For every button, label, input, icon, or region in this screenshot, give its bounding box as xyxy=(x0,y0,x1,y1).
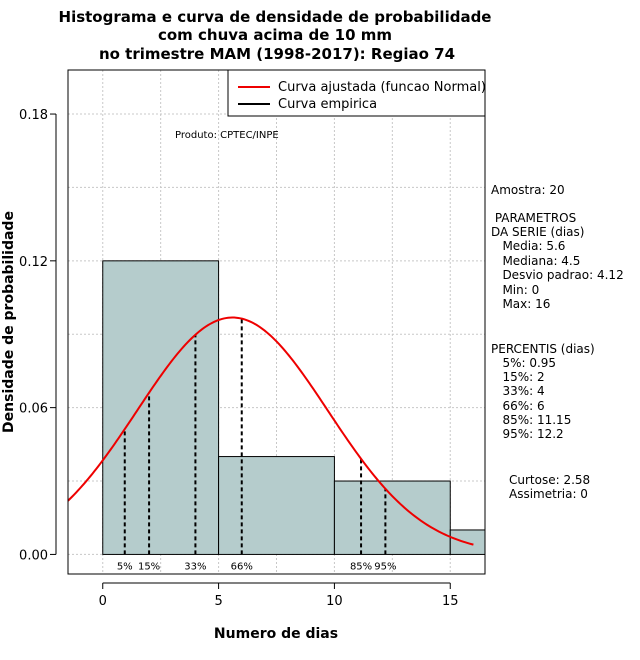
x-axis: 0 5 10 15 xyxy=(99,582,459,609)
kurtosis-text: Curtose: 2.58 xyxy=(509,473,590,487)
percentile-lines xyxy=(123,318,387,555)
percentiles-heading: PERCENTIS (dias) xyxy=(491,342,595,356)
y-tick-label: 0.12 xyxy=(19,255,48,270)
product-annotation: Produto: CPTEC/INPE xyxy=(175,130,279,141)
y-tick-label: 0.18 xyxy=(19,108,48,123)
parameters-heading: PARAMETROS xyxy=(491,211,576,225)
statistics-panel: Amostra: 20 PARAMETROS DA SERIE (dias) M… xyxy=(491,183,624,501)
sample-size-text: Amostra: 20 xyxy=(491,183,565,197)
std-dev-text: Desvio padrao: 4.12 xyxy=(491,268,624,282)
percentile-label: 15% xyxy=(138,561,160,572)
histogram-bar xyxy=(333,480,451,555)
median-text: Mediana: 4.5 xyxy=(491,254,580,268)
chart-title: Histograma e curva de densidade de proba… xyxy=(59,8,492,63)
percentile-66-text: 66%: 6 xyxy=(491,399,545,413)
percentile-label: 95% xyxy=(374,561,396,572)
skewness-text: Assimetria: 0 xyxy=(509,487,588,501)
percentile-5-text: 5%: 0.95 xyxy=(491,356,556,370)
plot-area: 5% 15% 33% 66% 85% 95% xyxy=(67,69,486,575)
chart-title-line-2: com chuva acima de 10 mm xyxy=(158,26,392,44)
percentile-33-text: 33%: 4 xyxy=(491,384,545,398)
legend-label-normal-curve: Curva ajustada (funcao Normal) xyxy=(278,80,486,95)
percentile-labels: 5% 15% 33% 66% 85% 95% xyxy=(117,561,397,572)
x-axis-label: Numero de dias xyxy=(214,626,338,642)
histogram-bar xyxy=(218,456,335,555)
percentile-label: 5% xyxy=(117,561,133,572)
legend-box xyxy=(227,69,486,117)
percentile-95-text: 95%: 12.2 xyxy=(491,427,564,441)
chart-title-line-1: Histograma e curva de densidade de proba… xyxy=(59,8,492,26)
parameters-subheading: DA SERIE (dias) xyxy=(491,225,584,239)
x-tick-label: 15 xyxy=(442,594,459,609)
percentile-label: 33% xyxy=(184,561,206,572)
chart-legend: Curva ajustada (funcao Normal) Curva emp… xyxy=(227,69,486,117)
min-text: Min: 0 xyxy=(491,283,539,297)
percentile-label: 85% xyxy=(350,561,372,572)
mean-text: Media: 5.6 xyxy=(491,239,565,253)
percentile-15-text: 15%: 2 xyxy=(491,370,545,384)
max-text: Max: 16 xyxy=(491,297,550,311)
x-tick-label: 0 xyxy=(99,594,107,609)
normal-density-curve xyxy=(67,316,474,546)
x-tick-label: 5 xyxy=(214,594,222,609)
y-axis-label: Densidade de probabilidade xyxy=(1,211,17,433)
percentile-85-text: 85%: 11.15 xyxy=(491,413,571,427)
y-axis: 0.00 0.06 0.12 0.18 xyxy=(19,108,57,563)
x-tick-label: 10 xyxy=(326,594,343,609)
percentile-label: 66% xyxy=(231,561,253,572)
y-tick-label: 0.06 xyxy=(19,402,48,417)
legend-label-empirical-curve: Curva empirica xyxy=(278,97,377,112)
histogram-bar xyxy=(102,260,220,555)
histogram-bars xyxy=(102,260,486,555)
y-tick-label: 0.00 xyxy=(19,548,48,563)
chart-title-line-3: no trimestre MAM (1998-2017): Regiao 74 xyxy=(99,45,455,63)
